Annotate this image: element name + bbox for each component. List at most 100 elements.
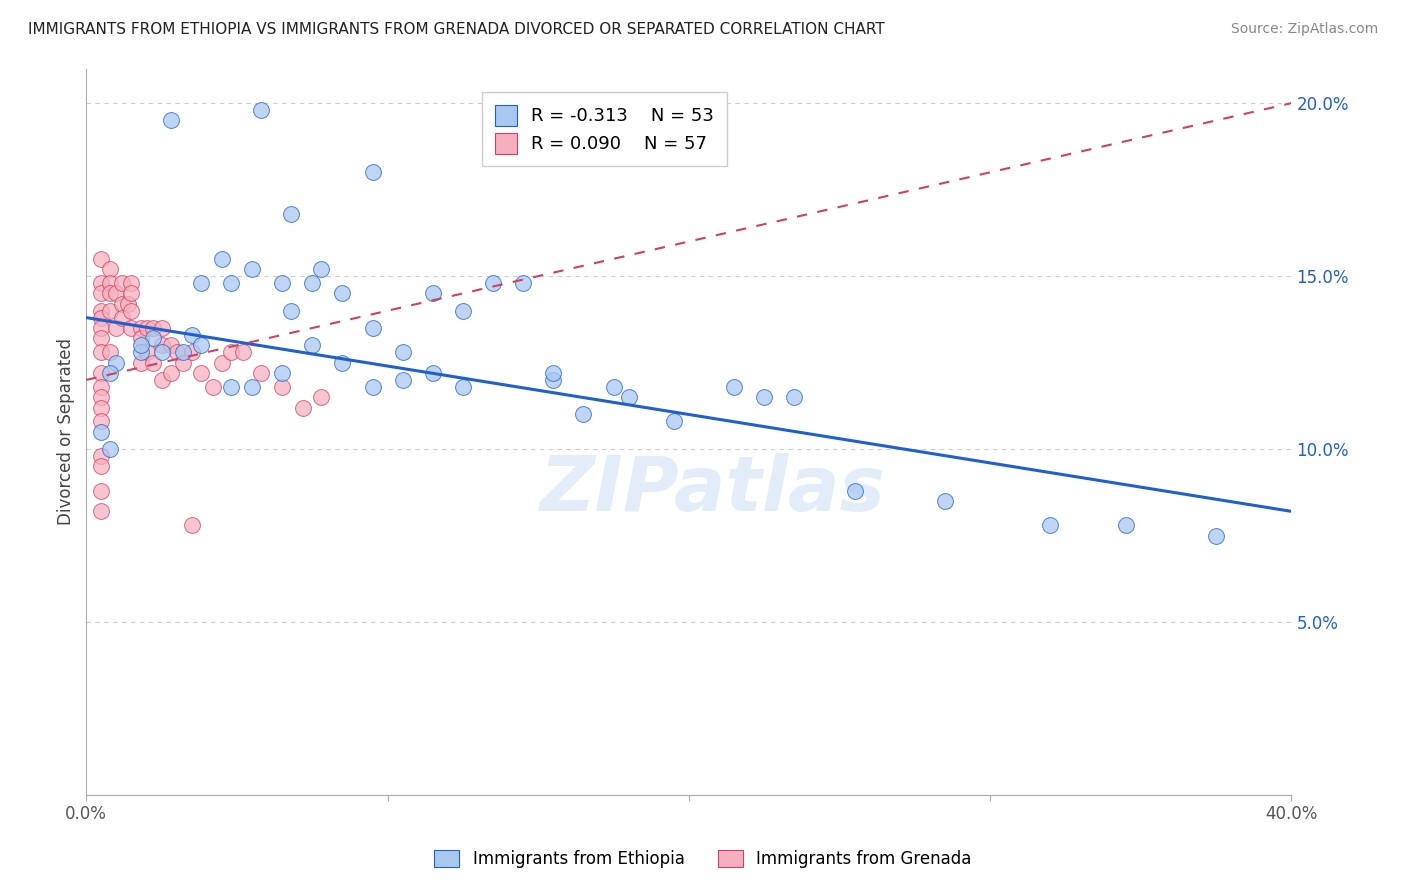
Point bbox=[121, 303, 143, 318]
Point bbox=[451, 380, 474, 394]
Point bbox=[232, 345, 254, 359]
Point bbox=[180, 345, 202, 359]
Point bbox=[783, 390, 806, 404]
Point bbox=[301, 276, 323, 290]
Point bbox=[135, 345, 157, 359]
Point bbox=[90, 414, 112, 428]
Point bbox=[90, 504, 112, 518]
Point bbox=[219, 345, 242, 359]
Point bbox=[90, 331, 112, 345]
Point bbox=[105, 355, 128, 369]
Point bbox=[180, 518, 202, 533]
Point bbox=[219, 380, 242, 394]
Point bbox=[1205, 528, 1227, 542]
Point bbox=[1039, 518, 1062, 533]
Point bbox=[662, 414, 685, 428]
Point bbox=[90, 390, 112, 404]
Point bbox=[90, 366, 112, 380]
Point bbox=[90, 310, 112, 325]
Legend: Immigrants from Ethiopia, Immigrants from Grenada: Immigrants from Ethiopia, Immigrants fro… bbox=[427, 843, 979, 875]
Point bbox=[90, 276, 112, 290]
Point bbox=[617, 390, 640, 404]
Text: Source: ZipAtlas.com: Source: ZipAtlas.com bbox=[1230, 22, 1378, 37]
Point bbox=[332, 355, 354, 369]
Point bbox=[543, 373, 565, 387]
Point bbox=[190, 366, 212, 380]
Point bbox=[201, 380, 224, 394]
Point bbox=[142, 355, 165, 369]
Point bbox=[129, 321, 152, 335]
Point bbox=[100, 262, 122, 277]
Point bbox=[172, 345, 194, 359]
Point bbox=[250, 103, 273, 117]
Point bbox=[934, 494, 956, 508]
Point bbox=[90, 459, 112, 474]
Point bbox=[150, 373, 173, 387]
Point bbox=[240, 380, 263, 394]
Point bbox=[180, 327, 202, 342]
Point bbox=[271, 366, 294, 380]
Point bbox=[280, 303, 302, 318]
Point bbox=[90, 425, 112, 439]
Point bbox=[90, 380, 112, 394]
Point bbox=[111, 297, 134, 311]
Point bbox=[90, 252, 112, 266]
Point bbox=[117, 297, 139, 311]
Point bbox=[422, 286, 444, 301]
Point bbox=[105, 286, 128, 301]
Point bbox=[121, 286, 143, 301]
Point bbox=[111, 310, 134, 325]
Point bbox=[271, 276, 294, 290]
Point bbox=[90, 401, 112, 415]
Point bbox=[361, 380, 384, 394]
Point bbox=[129, 355, 152, 369]
Point bbox=[240, 262, 263, 277]
Point bbox=[111, 276, 134, 290]
Point bbox=[129, 338, 152, 352]
Point bbox=[292, 401, 315, 415]
Point bbox=[142, 321, 165, 335]
Legend: R = -0.313    N = 53, R = 0.090    N = 57: R = -0.313 N = 53, R = 0.090 N = 57 bbox=[482, 92, 727, 166]
Point bbox=[391, 345, 413, 359]
Point bbox=[150, 345, 173, 359]
Point bbox=[150, 321, 173, 335]
Point bbox=[166, 345, 188, 359]
Point bbox=[100, 303, 122, 318]
Point bbox=[754, 390, 776, 404]
Point bbox=[135, 321, 157, 335]
Point bbox=[602, 380, 624, 394]
Point bbox=[391, 373, 413, 387]
Point bbox=[100, 442, 122, 456]
Point bbox=[361, 321, 384, 335]
Y-axis label: Divorced or Separated: Divorced or Separated bbox=[58, 338, 75, 525]
Point bbox=[121, 276, 143, 290]
Point bbox=[159, 338, 181, 352]
Point bbox=[90, 321, 112, 335]
Point bbox=[90, 303, 112, 318]
Point bbox=[129, 331, 152, 345]
Point bbox=[311, 262, 333, 277]
Point bbox=[301, 338, 323, 352]
Point bbox=[422, 366, 444, 380]
Point bbox=[172, 355, 194, 369]
Point bbox=[211, 355, 233, 369]
Point bbox=[90, 286, 112, 301]
Point bbox=[219, 276, 242, 290]
Point bbox=[311, 390, 333, 404]
Point bbox=[150, 338, 173, 352]
Point bbox=[451, 303, 474, 318]
Point bbox=[142, 331, 165, 345]
Point bbox=[100, 366, 122, 380]
Point bbox=[90, 483, 112, 498]
Text: ZIPatlas: ZIPatlas bbox=[540, 453, 886, 527]
Point bbox=[129, 345, 152, 359]
Point bbox=[100, 286, 122, 301]
Point bbox=[211, 252, 233, 266]
Point bbox=[280, 207, 302, 221]
Point bbox=[159, 366, 181, 380]
Point bbox=[100, 345, 122, 359]
Point bbox=[543, 366, 565, 380]
Point bbox=[105, 321, 128, 335]
Point bbox=[90, 345, 112, 359]
Point bbox=[90, 449, 112, 463]
